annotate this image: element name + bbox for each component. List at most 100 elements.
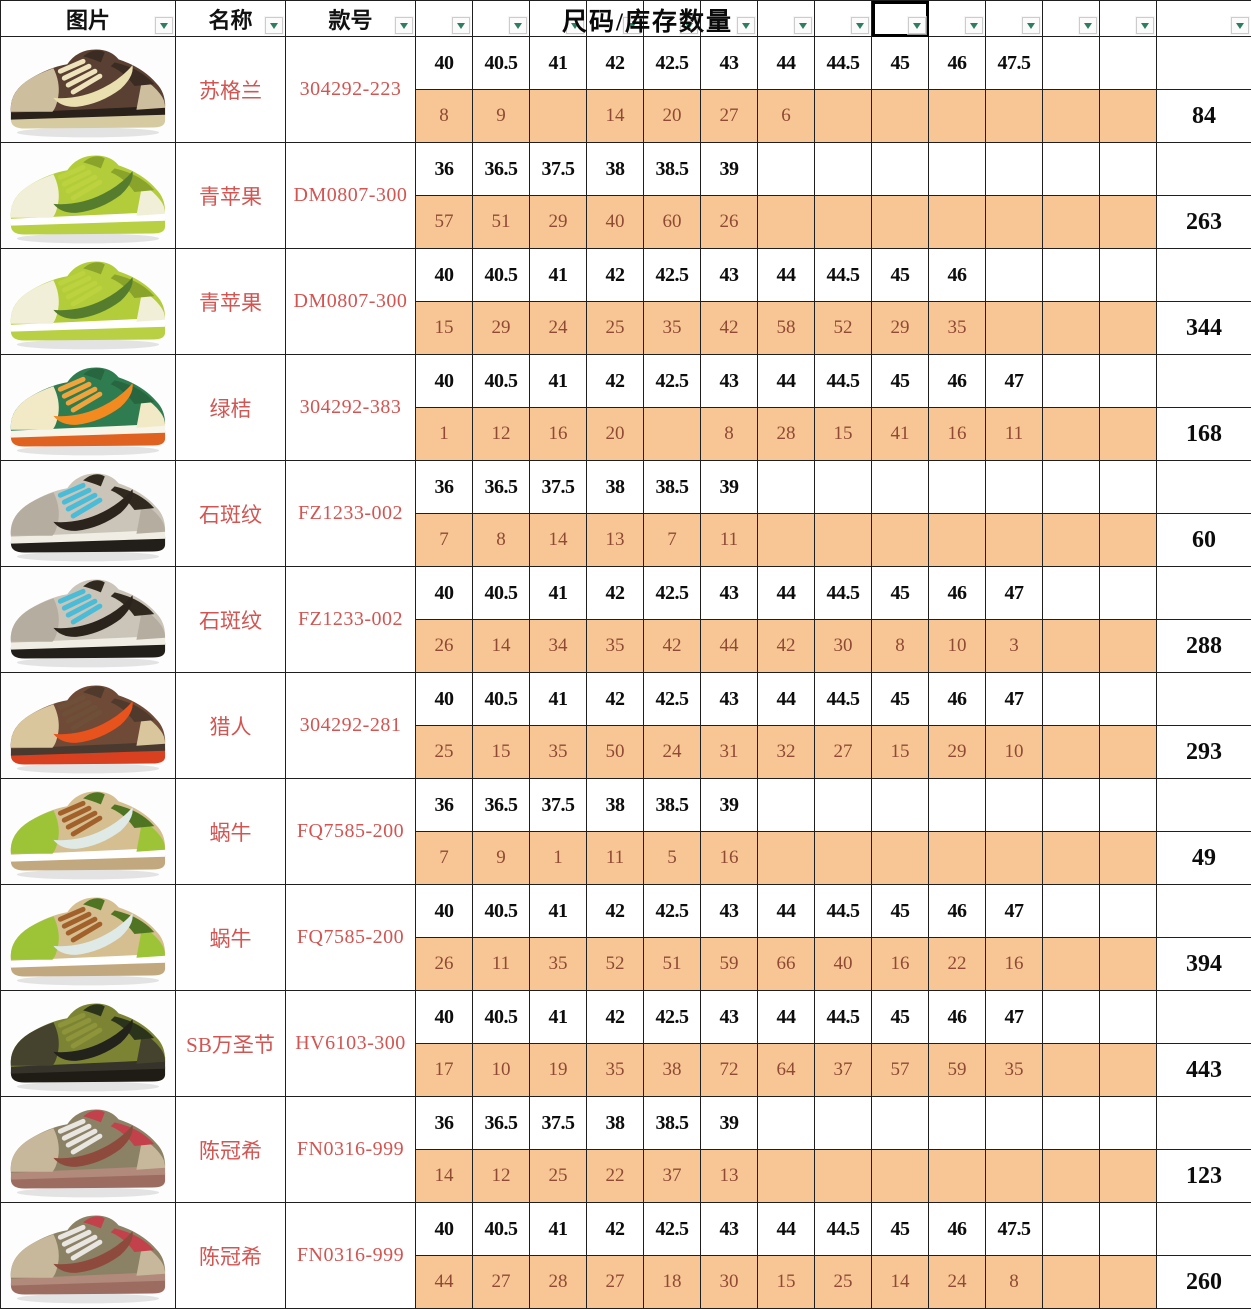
quantity-cell[interactable]: 30	[815, 620, 872, 673]
quantity-cell[interactable]: 8	[473, 514, 530, 567]
size-cell[interactable]	[929, 779, 986, 832]
quantity-cell[interactable]: 44	[416, 1256, 473, 1309]
product-name-cell[interactable]: 蜗牛	[176, 779, 286, 885]
quantity-cell[interactable]: 20	[644, 90, 701, 143]
quantity-cell[interactable]: 22	[929, 938, 986, 991]
quantity-cell[interactable]: 59	[701, 938, 758, 991]
quantity-cell[interactable]	[758, 514, 815, 567]
quantity-cell[interactable]: 24	[644, 726, 701, 779]
quantity-cell[interactable]: 14	[872, 1256, 929, 1309]
quantity-cell[interactable]: 50	[587, 726, 644, 779]
quantity-cell[interactable]: 27	[587, 1256, 644, 1309]
size-cell[interactable]	[872, 143, 929, 196]
quantity-cell[interactable]	[1100, 1256, 1157, 1309]
quantity-cell[interactable]: 35	[644, 302, 701, 355]
product-code-cell[interactable]: 304292-223	[286, 37, 416, 143]
header-size-column-5[interactable]	[644, 1, 701, 37]
quantity-cell[interactable]	[644, 408, 701, 461]
size-cell[interactable]	[1100, 779, 1157, 832]
header-size-column-4[interactable]	[587, 1, 644, 37]
quantity-cell[interactable]	[986, 196, 1043, 249]
size-cell[interactable]	[1043, 567, 1100, 620]
quantity-cell[interactable]: 25	[416, 726, 473, 779]
size-cell[interactable]: 41	[530, 567, 587, 620]
size-cell[interactable]	[758, 1097, 815, 1150]
quantity-cell[interactable]: 26	[701, 196, 758, 249]
quantity-cell[interactable]: 35	[587, 1044, 644, 1097]
quantity-cell[interactable]: 27	[701, 90, 758, 143]
filter-dropdown-button[interactable]	[155, 17, 173, 34]
quantity-cell[interactable]: 18	[644, 1256, 701, 1309]
filter-dropdown-button[interactable]	[566, 17, 584, 34]
quantity-cell[interactable]: 20	[587, 408, 644, 461]
quantity-cell[interactable]: 14	[473, 620, 530, 673]
filter-dropdown-button[interactable]	[1136, 17, 1154, 34]
size-cell[interactable]	[872, 461, 929, 514]
product-image-cell[interactable]	[1, 991, 176, 1097]
quantity-cell[interactable]: 35	[530, 938, 587, 991]
total-cell[interactable]: 168	[1157, 408, 1251, 461]
filter-dropdown-button[interactable]	[509, 17, 527, 34]
quantity-cell[interactable]: 34	[530, 620, 587, 673]
size-cell[interactable]: 38.5	[644, 779, 701, 832]
total-spacer-cell[interactable]	[1157, 355, 1251, 408]
quantity-cell[interactable]: 11	[701, 514, 758, 567]
size-cell[interactable]	[1043, 991, 1100, 1044]
header-code-column[interactable]: 款号	[286, 1, 416, 37]
size-cell[interactable]	[815, 461, 872, 514]
quantity-cell[interactable]	[1043, 832, 1100, 885]
filter-dropdown-button[interactable]	[395, 17, 413, 34]
size-cell[interactable]	[758, 461, 815, 514]
total-cell[interactable]: 344	[1157, 302, 1251, 355]
size-cell[interactable]: 44	[758, 37, 815, 90]
size-cell[interactable]: 45	[872, 991, 929, 1044]
quantity-cell[interactable]: 11	[986, 408, 1043, 461]
quantity-cell[interactable]: 32	[758, 726, 815, 779]
size-cell[interactable]	[986, 461, 1043, 514]
product-name-cell[interactable]: 陈冠希	[176, 1203, 286, 1309]
quantity-cell[interactable]: 14	[587, 90, 644, 143]
size-cell[interactable]: 38	[587, 143, 644, 196]
filter-dropdown-button[interactable]	[737, 17, 755, 34]
filter-dropdown-button[interactable]	[965, 17, 983, 34]
size-cell[interactable]	[1100, 1203, 1157, 1256]
product-image-cell[interactable]	[1, 1097, 176, 1203]
quantity-cell[interactable]: 52	[587, 938, 644, 991]
size-cell[interactable]	[1043, 885, 1100, 938]
size-cell[interactable]	[986, 1097, 1043, 1150]
size-cell[interactable]: 47.5	[986, 37, 1043, 90]
product-name-cell[interactable]: 青苹果	[176, 249, 286, 355]
size-cell[interactable]: 38.5	[644, 143, 701, 196]
size-cell[interactable]: 43	[701, 37, 758, 90]
quantity-cell[interactable]: 72	[701, 1044, 758, 1097]
total-cell[interactable]: 394	[1157, 938, 1251, 991]
size-cell[interactable]: 40.5	[473, 1203, 530, 1256]
quantity-cell[interactable]	[1100, 726, 1157, 779]
quantity-cell[interactable]	[1043, 1044, 1100, 1097]
quantity-cell[interactable]: 14	[416, 1150, 473, 1203]
total-cell[interactable]: 443	[1157, 1044, 1251, 1097]
quantity-cell[interactable]	[1100, 938, 1157, 991]
quantity-cell[interactable]: 64	[758, 1044, 815, 1097]
product-image-cell[interactable]	[1, 779, 176, 885]
filter-dropdown-button[interactable]	[851, 17, 869, 34]
size-cell[interactable]: 36	[416, 1097, 473, 1150]
quantity-cell[interactable]	[1043, 408, 1100, 461]
quantity-cell[interactable]: 28	[758, 408, 815, 461]
quantity-cell[interactable]	[815, 196, 872, 249]
size-cell[interactable]: 43	[701, 885, 758, 938]
quantity-cell[interactable]: 40	[587, 196, 644, 249]
size-cell[interactable]	[872, 779, 929, 832]
size-cell[interactable]: 40.5	[473, 37, 530, 90]
quantity-cell[interactable]: 8	[701, 408, 758, 461]
size-cell[interactable]: 46	[929, 249, 986, 302]
quantity-cell[interactable]	[872, 514, 929, 567]
size-cell[interactable]: 45	[872, 355, 929, 408]
size-cell[interactable]: 41	[530, 249, 587, 302]
quantity-cell[interactable]: 7	[644, 514, 701, 567]
filter-dropdown-button[interactable]	[265, 17, 283, 34]
quantity-cell[interactable]: 7	[416, 514, 473, 567]
size-cell[interactable]	[1100, 249, 1157, 302]
quantity-cell[interactable]: 29	[929, 726, 986, 779]
size-cell[interactable]	[758, 143, 815, 196]
